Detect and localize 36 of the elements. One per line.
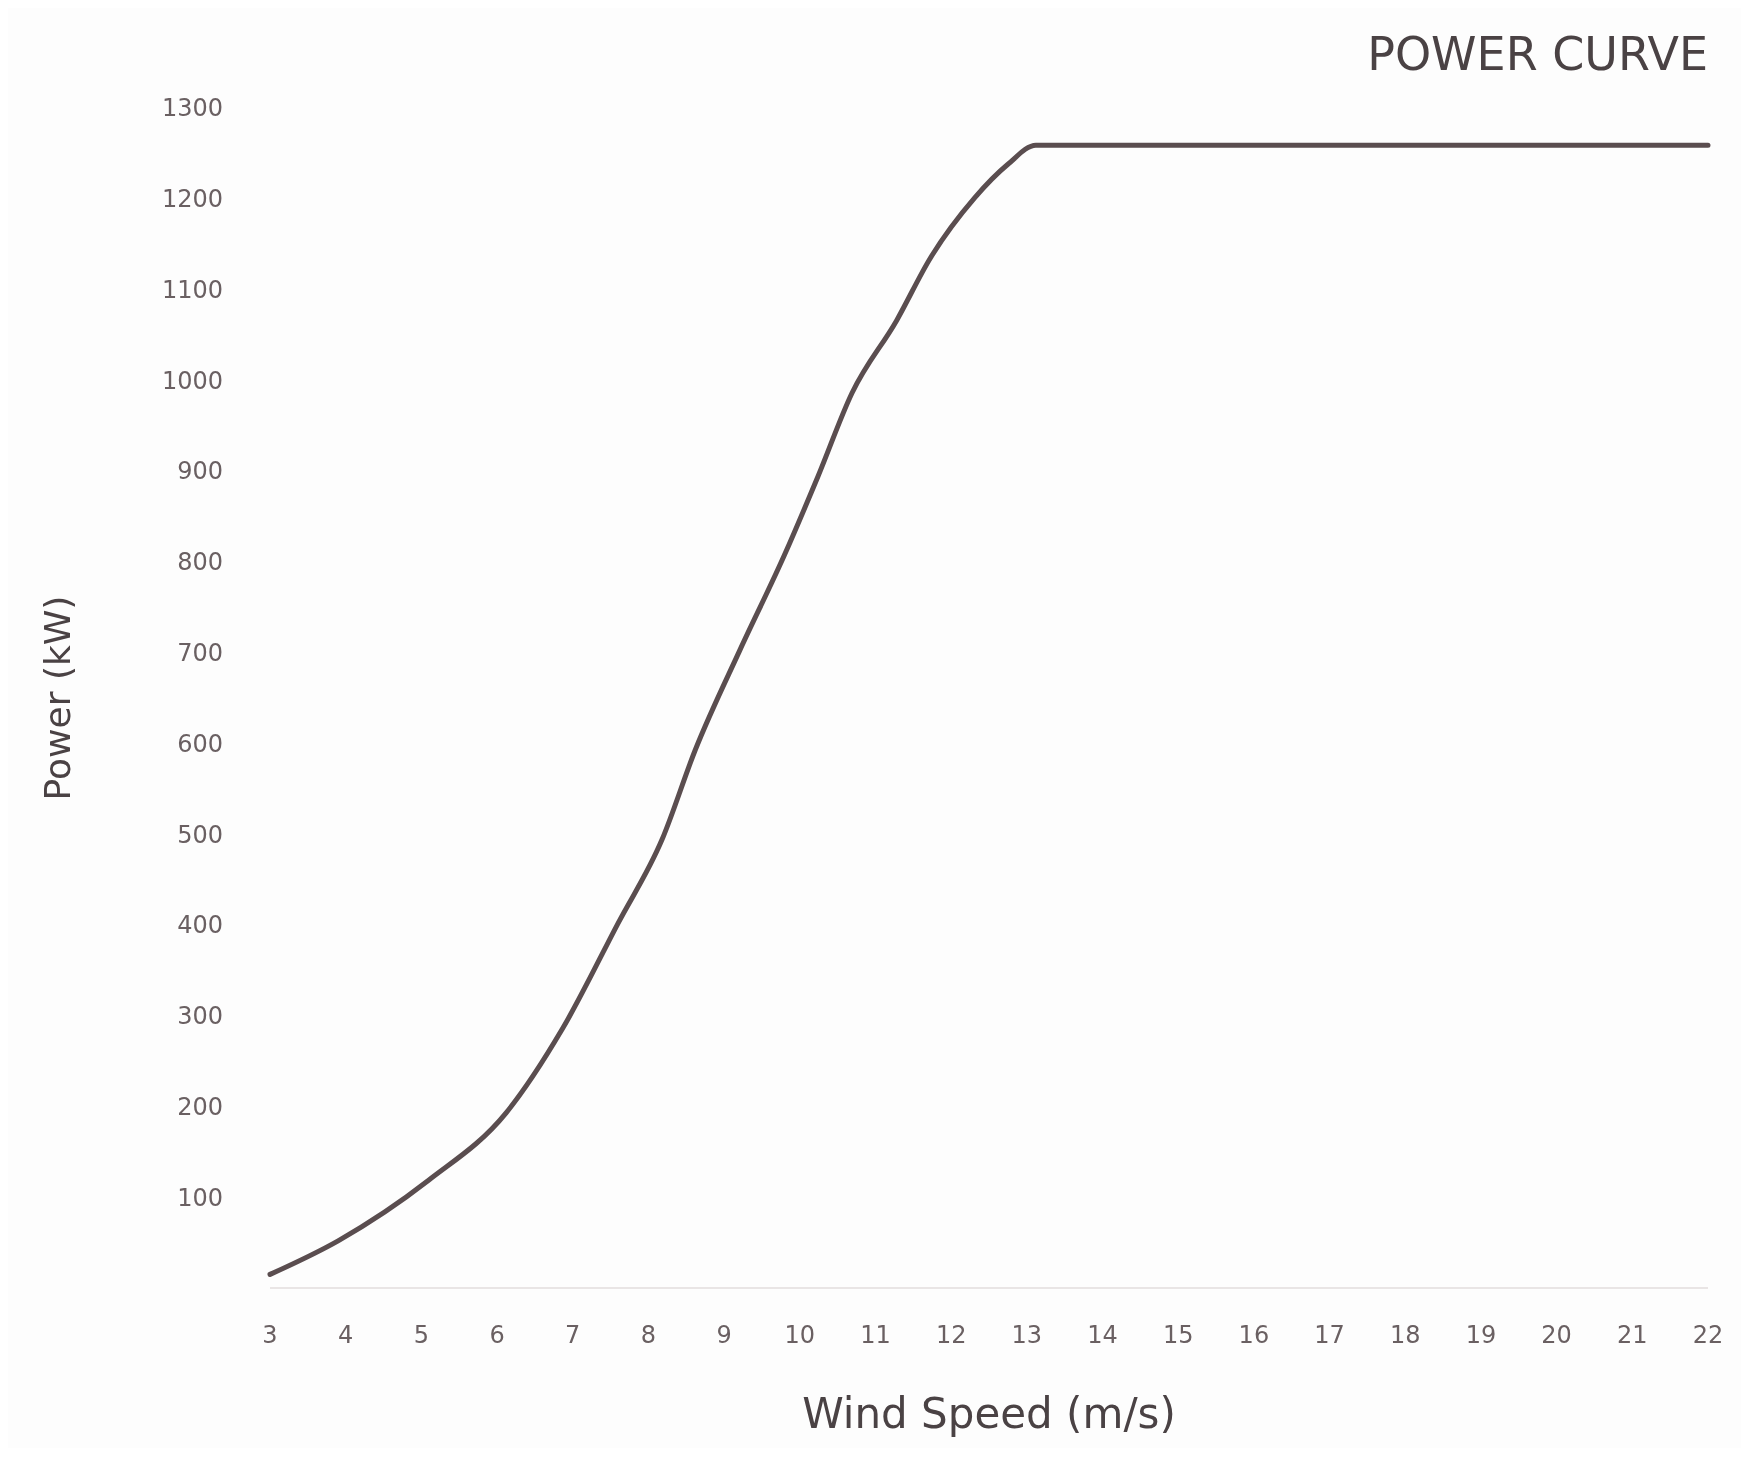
y-tick-label: 400 xyxy=(177,911,223,940)
x-tick-label: 15 xyxy=(1162,1321,1194,1349)
y-tick-label: 1000 xyxy=(161,366,223,395)
x-tick-label: 19 xyxy=(1465,1321,1497,1349)
x-tick-label: 12 xyxy=(935,1321,967,1349)
chart-title: POWER CURVE xyxy=(1367,27,1708,81)
x-tick-label: 20 xyxy=(1541,1321,1572,1349)
y-tick-label: 800 xyxy=(177,548,223,577)
y-tick-label: 700 xyxy=(177,639,223,668)
y-tick-label: 200 xyxy=(177,1092,223,1121)
x-tick-label: 10 xyxy=(784,1321,816,1349)
x-tick-label: 14 xyxy=(1087,1321,1118,1349)
x-tick-label: 7 xyxy=(565,1321,581,1349)
x-tick-label: 18 xyxy=(1389,1321,1421,1349)
y-tick-label: 600 xyxy=(177,729,223,758)
x-tick-label: 22 xyxy=(1692,1321,1724,1349)
x-axis-title: Wind Speed (m/s) xyxy=(802,1389,1176,1438)
x-tick-label: 3 xyxy=(262,1321,278,1349)
x-tick-label: 4 xyxy=(338,1321,354,1349)
y-tick-label: 1300 xyxy=(161,94,223,123)
x-tick-label: 13 xyxy=(1011,1321,1043,1349)
y-axis-title: Power (kW) xyxy=(37,595,78,801)
y-tick-label: 100 xyxy=(177,1183,223,1212)
x-tick-label: 9 xyxy=(716,1321,732,1349)
y-tick-label: 1100 xyxy=(161,275,223,304)
x-tick-label: 11 xyxy=(860,1321,891,1349)
x-tick-label: 6 xyxy=(489,1321,505,1349)
y-tick-label: 900 xyxy=(177,457,223,486)
y-tick-label: 500 xyxy=(177,820,223,849)
x-tick-label: 16 xyxy=(1238,1321,1270,1349)
x-tick-label: 8 xyxy=(640,1321,657,1349)
y-tick-label: 1200 xyxy=(161,185,223,214)
x-tick-label: 17 xyxy=(1314,1321,1345,1349)
x-tick-label: 21 xyxy=(1617,1321,1648,1349)
y-tick-label: 300 xyxy=(177,1002,223,1031)
x-tick-label: 5 xyxy=(413,1321,430,1349)
